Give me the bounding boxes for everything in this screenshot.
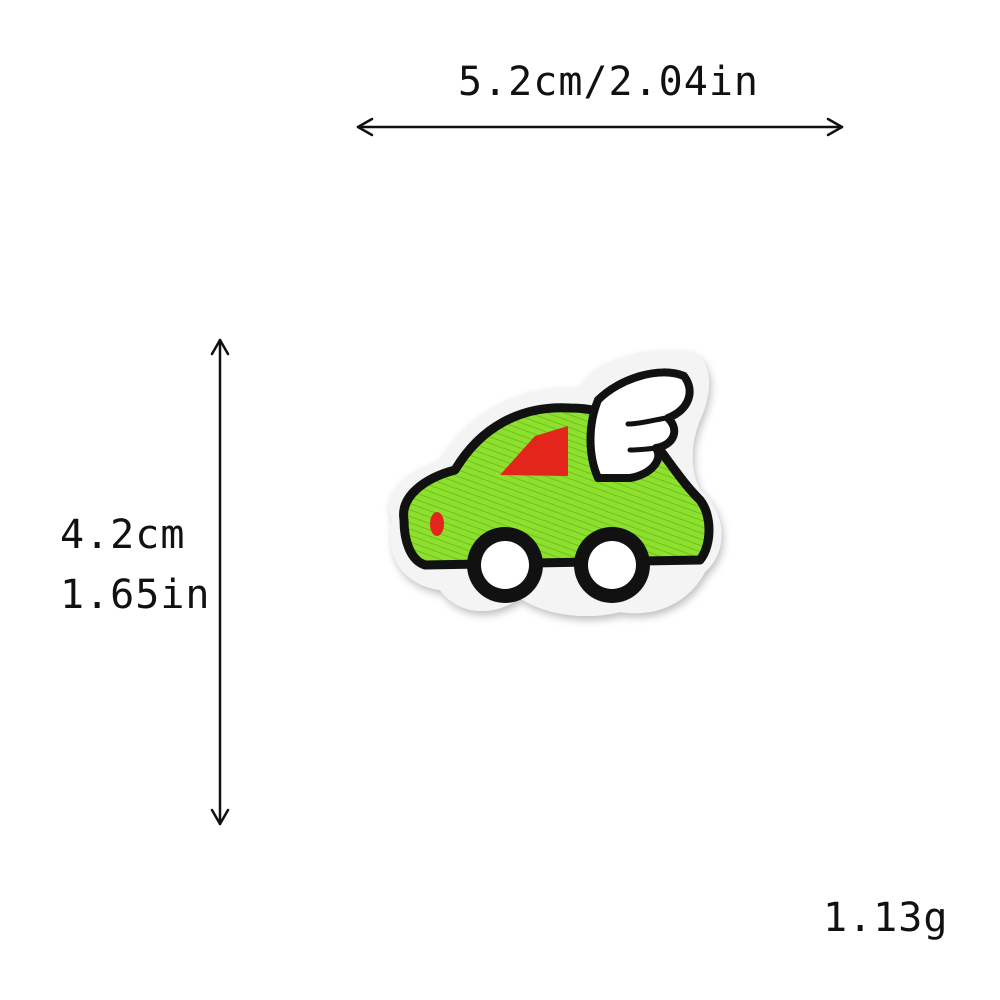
- width-arrow: [356, 117, 844, 137]
- car-window: [500, 426, 568, 476]
- wheel-rear-icon: [574, 527, 650, 603]
- wing-icon: [586, 368, 694, 482]
- width-label: 5.2cm/2.04in: [458, 59, 759, 105]
- height-label-in: 1.65in: [60, 572, 211, 618]
- car-headlight: [430, 512, 444, 536]
- height-label-cm: 4.2cm: [60, 512, 186, 558]
- height-arrow: [210, 338, 230, 826]
- weight-label: 1.13g: [823, 895, 949, 941]
- wheel-front-icon: [467, 527, 543, 603]
